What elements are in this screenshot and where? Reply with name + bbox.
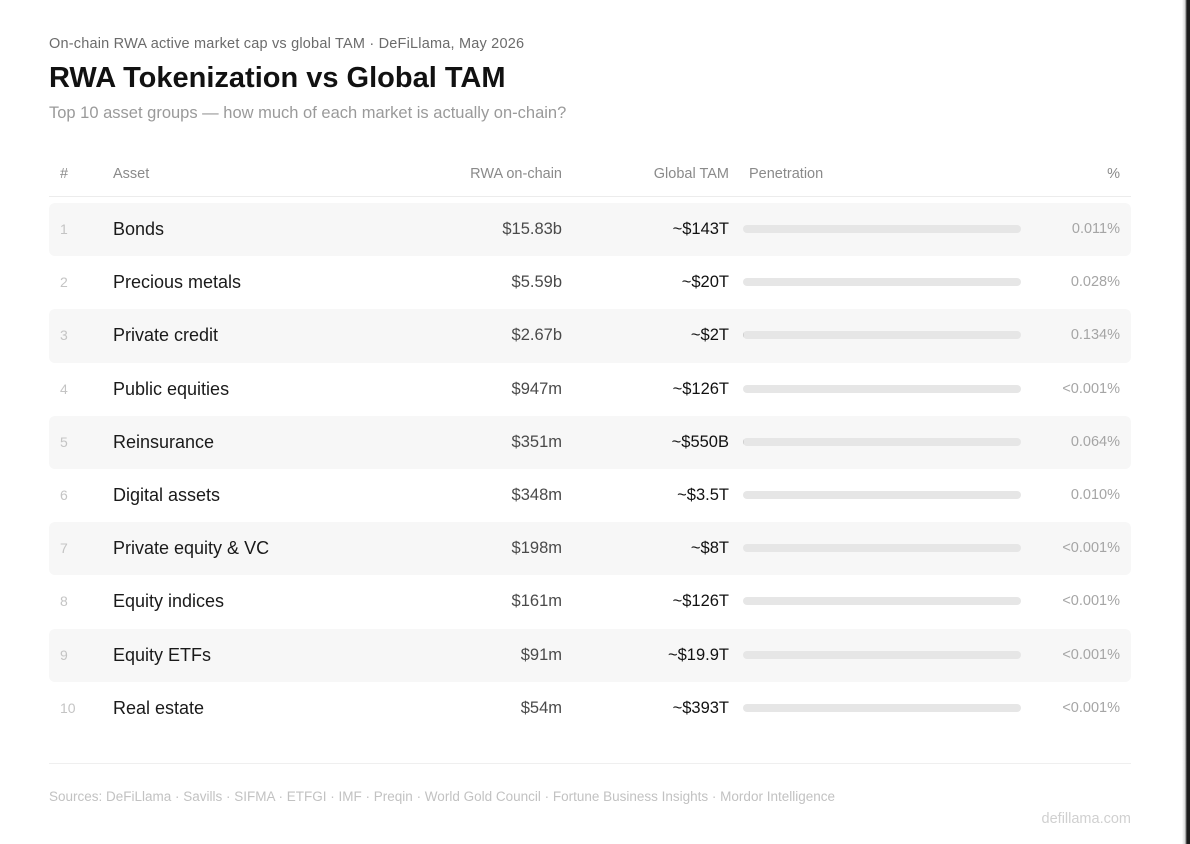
row-rwa-onchain: $5.59b xyxy=(511,273,562,292)
row-rwa-onchain: $348m xyxy=(511,485,562,504)
row-asset: Equity ETFs xyxy=(113,644,212,665)
column-header-penetration: Penetration xyxy=(749,166,824,182)
row-asset: Equity indices xyxy=(113,591,225,612)
row-global-tam: ~$19.9T xyxy=(667,645,729,664)
row-penetration-percent: <0.001% xyxy=(1062,593,1120,610)
row-penetration-percent: 0.010% xyxy=(1070,486,1120,503)
penetration-bar xyxy=(743,703,1021,712)
row-rank: 2 xyxy=(60,274,68,291)
row-global-tam: ~$8T xyxy=(690,539,729,558)
penetration-bar xyxy=(743,437,1021,446)
page-subtitle: Top 10 asset groups — how much of each m… xyxy=(49,104,567,122)
table-row: 8 Equity indices $161m ~$126T <0.001% xyxy=(49,575,1131,628)
row-rwa-onchain: $161m xyxy=(511,592,562,611)
row-global-tam: ~$126T xyxy=(672,379,729,398)
column-header-global-tam: Global TAM xyxy=(653,166,729,182)
penetration-bar xyxy=(743,650,1021,659)
penetration-bar xyxy=(743,225,1021,233)
row-global-tam: ~$550B xyxy=(671,432,729,451)
penetration-bar xyxy=(743,278,1021,287)
row-rwa-onchain: $54m xyxy=(520,698,562,717)
table-body: 1 Bonds $15.83b ~$143T 0.011% 2 Precious metal… xyxy=(49,203,1131,735)
row-rank: 1 xyxy=(60,221,68,237)
row-rank: 7 xyxy=(60,540,68,557)
row-rank: 9 xyxy=(60,646,68,663)
table-row: 5 Reinsurance $351m ~$550B 0.064% xyxy=(49,415,1131,469)
rwa-table: # Asset RWA on-chain Global TAM Penetrat… xyxy=(49,156,1131,735)
eyebrow-text: On-chain RWA active market cap vs global… xyxy=(49,36,525,52)
table-row: 3 Private credit $2.67b ~$2T 0.134% xyxy=(49,309,1131,363)
row-asset: Bonds xyxy=(113,219,165,239)
row-rwa-onchain: $2.67b xyxy=(511,326,562,345)
column-header-percent: % xyxy=(1107,166,1120,182)
row-penetration-percent: 0.011% xyxy=(1071,221,1120,237)
row-rwa-onchain: $91m xyxy=(520,645,562,664)
row-rwa-onchain: $198m xyxy=(511,539,562,558)
brand-link[interactable]: defillama.com xyxy=(1041,811,1131,827)
row-rwa-onchain: $947m xyxy=(511,379,562,398)
window-edge xyxy=(1182,0,1190,844)
row-penetration-percent: <0.001% xyxy=(1062,699,1120,716)
table-row: 10 Real estate $54m ~$393T <0.001% xyxy=(49,682,1131,735)
row-rank: 4 xyxy=(60,380,68,397)
table-row: 1 Bonds $15.83b ~$143T 0.011% xyxy=(49,203,1131,257)
row-penetration-percent: <0.001% xyxy=(1062,380,1120,397)
sources-note: Sources: DeFiLlama · Savills · SIFMA · E… xyxy=(49,789,835,804)
penetration-bar xyxy=(743,544,1021,553)
row-global-tam: ~$3.5T xyxy=(677,485,729,504)
row-asset: Reinsurance xyxy=(113,431,215,452)
table-row: 2 Precious metals $5.59b ~$20T 0.028% xyxy=(49,256,1131,309)
table-row: 4 Public equities $947m ~$126T <0.001% xyxy=(49,363,1131,416)
row-global-tam: ~$393T xyxy=(672,698,729,717)
table-header: # Asset RWA on-chain Global TAM Penetrat… xyxy=(49,156,1131,197)
row-asset: Private credit xyxy=(113,325,219,346)
header: On-chain RWA active market cap vs global… xyxy=(49,30,1131,128)
row-asset: Precious metals xyxy=(113,272,242,293)
row-asset: Real estate xyxy=(113,697,205,718)
row-global-tam: ~$2T xyxy=(690,326,729,345)
row-penetration-percent: 0.134% xyxy=(1070,327,1120,344)
row-rank: 6 xyxy=(60,486,68,503)
row-global-tam: ~$20T xyxy=(681,273,729,292)
row-penetration-percent: 0.064% xyxy=(1070,433,1120,450)
page-title: RWA Tokenization vs Global TAM xyxy=(49,62,506,94)
table-row: 7 Private equity & VC $198m ~$8T <0.001% xyxy=(49,522,1131,576)
row-penetration-percent: <0.001% xyxy=(1062,540,1120,557)
penetration-bar xyxy=(743,490,1021,499)
penetration-bar xyxy=(743,331,1021,340)
row-global-tam: ~$126T xyxy=(672,592,729,611)
column-header-asset: Asset xyxy=(113,166,150,182)
column-header-rwa-onchain: RWA on-chain xyxy=(470,166,562,182)
row-asset: Digital assets xyxy=(113,484,221,505)
row-penetration-percent: <0.001% xyxy=(1062,646,1120,663)
column-header-rank: # xyxy=(60,166,69,182)
row-rwa-onchain: $15.83b xyxy=(502,220,562,238)
row-global-tam: ~$143T xyxy=(672,220,729,238)
row-rank: 10 xyxy=(60,699,76,716)
row-rank: 5 xyxy=(60,433,68,450)
penetration-bar xyxy=(743,384,1021,393)
row-asset: Private equity & VC xyxy=(113,538,270,559)
table-row: 6 Digital assets $348m ~$3.5T 0.010% xyxy=(49,469,1131,522)
penetration-bar xyxy=(743,597,1021,606)
row-asset: Public equities xyxy=(113,378,230,399)
row-rwa-onchain: $351m xyxy=(511,432,562,451)
row-rank: 3 xyxy=(60,327,68,344)
row-penetration-percent: 0.028% xyxy=(1070,274,1120,291)
row-rank: 8 xyxy=(60,593,68,610)
table-row: 9 Equity ETFs $91m ~$19.9T <0.001% xyxy=(49,628,1131,682)
footer-divider xyxy=(49,763,1131,764)
